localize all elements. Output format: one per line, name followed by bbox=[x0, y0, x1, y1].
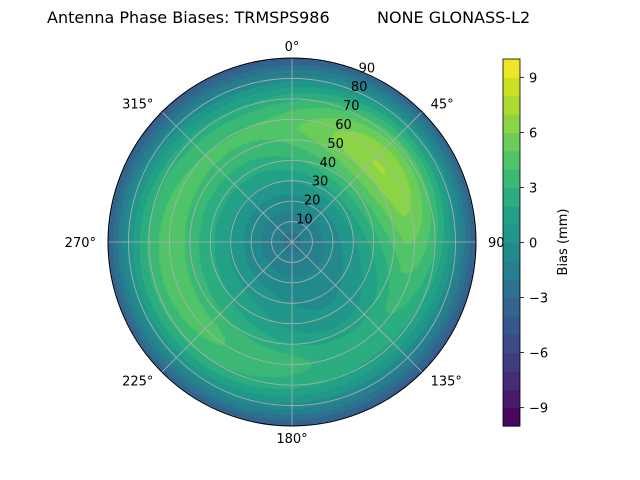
colorbar-segment bbox=[503, 77, 520, 97]
zenith-tick-label: 70 bbox=[343, 99, 360, 114]
colorbar-segment bbox=[503, 352, 520, 372]
zenith-tick-label: 90 bbox=[359, 61, 376, 76]
colorbar-segment bbox=[503, 370, 520, 390]
azimuth-tick-label: 135° bbox=[431, 375, 462, 390]
azimuth-grid-line bbox=[161, 111, 293, 243]
colorbar-label: Bias (mm) bbox=[556, 209, 571, 276]
zenith-tick-label: 80 bbox=[351, 80, 368, 95]
zenith-tick-label: 60 bbox=[335, 118, 352, 133]
colorbar-segment bbox=[503, 334, 520, 354]
colorbar-segment bbox=[503, 187, 520, 207]
azimuth-grid-line bbox=[161, 241, 293, 373]
zenith-tick-label: 10 bbox=[296, 212, 313, 227]
colorbar-tick-label: −6 bbox=[529, 347, 548, 362]
colorbar-segment bbox=[503, 95, 520, 115]
colorbar-segment bbox=[503, 297, 520, 317]
azimuth-grid-line bbox=[291, 241, 423, 373]
zenith-tick-label: 20 bbox=[304, 194, 321, 209]
colorbar-tick-label: −3 bbox=[529, 292, 548, 307]
colorbar-segment bbox=[503, 132, 520, 152]
colorbar-tick-label: 3 bbox=[529, 181, 537, 196]
polar-grid bbox=[108, 58, 476, 426]
colorbar-segment bbox=[503, 242, 520, 262]
azimuth-tick-label: 270° bbox=[65, 236, 96, 251]
colorbar-tick-label: 9 bbox=[529, 71, 537, 86]
colorbar-segment bbox=[503, 114, 520, 133]
colorbar-segment bbox=[503, 407, 520, 427]
colorbar: 9 6 3 0 −3 −6 −9 bbox=[502, 58, 548, 427]
chart-subtitle: NONE GLONASS-L2 bbox=[377, 8, 530, 27]
azimuth-tick-label: 225° bbox=[122, 375, 153, 390]
azimuth-tick-label: 45° bbox=[431, 97, 454, 112]
azimuth-grid-line bbox=[291, 111, 423, 243]
colorbar-segment bbox=[503, 169, 520, 189]
colorbar-segment bbox=[503, 260, 520, 280]
colorbar-tick-label: 0 bbox=[529, 237, 537, 252]
colorbar-segment bbox=[503, 150, 520, 170]
colorbar-segment bbox=[503, 59, 520, 78]
colorbar-tick-label: −9 bbox=[529, 402, 548, 417]
chart-title: Antenna Phase Biases: TRMSPS986 bbox=[47, 8, 330, 27]
colorbar-segment bbox=[503, 205, 520, 225]
azimuth-tick-labels: 0°45°90°135°180°225°270°315° bbox=[65, 40, 511, 447]
colorbar-segment bbox=[503, 224, 520, 244]
zenith-tick-labels: 10 20 30 40 50 60 70 80 90 bbox=[296, 61, 375, 227]
zenith-tick-label: 30 bbox=[312, 175, 329, 190]
azimuth-tick-label: 315° bbox=[122, 97, 153, 112]
azimuth-tick-label: 0° bbox=[285, 40, 300, 55]
colorbar-tick-label: 6 bbox=[529, 126, 537, 141]
colorbar-segment bbox=[503, 389, 520, 409]
polar-plot-area bbox=[107, 57, 477, 427]
zenith-tick-label: 50 bbox=[327, 137, 344, 152]
polar-frame bbox=[107, 57, 477, 427]
colorbar-segment bbox=[503, 279, 520, 299]
colorbar-segment bbox=[503, 315, 520, 335]
azimuth-tick-label: 180° bbox=[276, 432, 307, 447]
zenith-tick-label: 40 bbox=[320, 156, 337, 171]
